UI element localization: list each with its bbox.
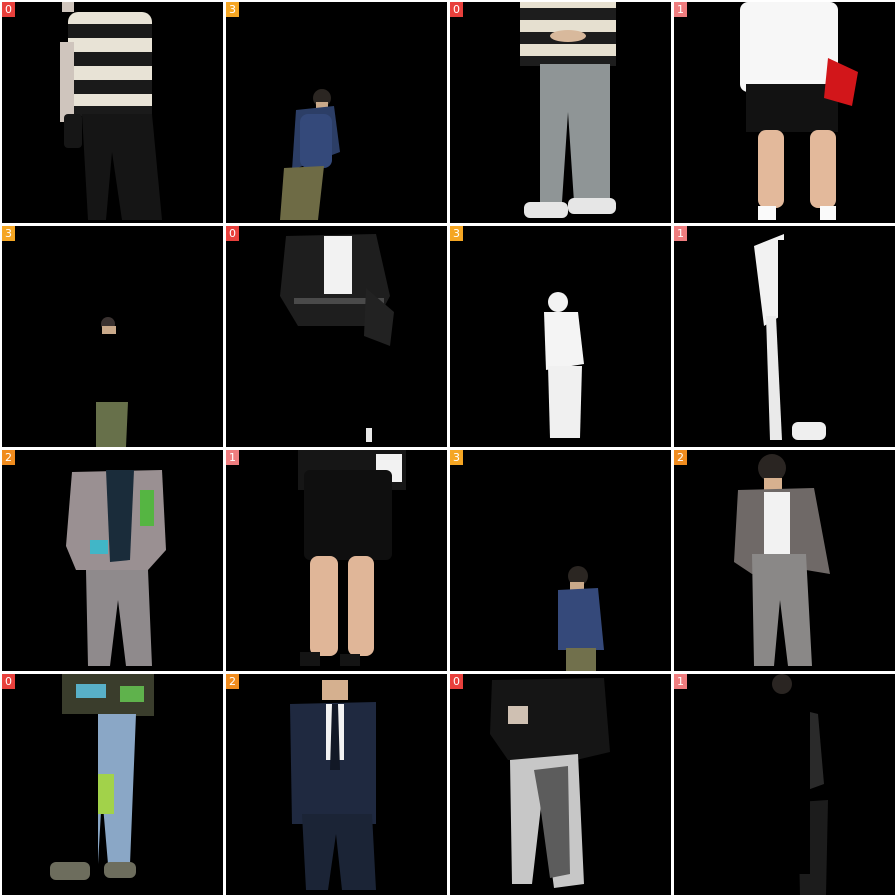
tile-image (96, 317, 128, 447)
grid-tile[interactable]: 3 (450, 450, 671, 671)
grid-tile[interactable]: 0 (450, 2, 671, 223)
tile-label: 2 (674, 450, 687, 465)
tile-label: 2 (2, 450, 15, 465)
grid-tile[interactable]: 1 (226, 450, 447, 671)
tile-image (746, 234, 856, 442)
tile-image (280, 89, 340, 220)
tile-image (544, 292, 584, 438)
grid-tile[interactable]: 0 (450, 674, 671, 895)
grid-tile[interactable]: 3 (226, 2, 447, 223)
tile-label: 0 (226, 226, 239, 241)
grid-tile[interactable]: 0 (226, 226, 447, 447)
tile-image (490, 678, 610, 888)
grid-tile[interactable]: 0 (2, 674, 223, 895)
tile-label: 1 (674, 2, 687, 17)
tile-label: 1 (226, 450, 239, 465)
tile-label: 0 (2, 674, 15, 689)
tile-label: 0 (450, 674, 463, 689)
tile-label: 1 (674, 226, 687, 241)
tile-image (60, 2, 162, 220)
tile-image (558, 566, 604, 671)
grid-tile[interactable]: 0 (2, 2, 223, 223)
tile-label: 0 (450, 2, 463, 17)
tile-label: 3 (2, 226, 15, 241)
grid-tile[interactable]: 2 (2, 450, 223, 671)
tile-image (66, 470, 166, 666)
tile-label: 1 (674, 674, 687, 689)
tile-label: 3 (226, 2, 239, 17)
grid-tile[interactable]: 3 (450, 226, 671, 447)
tile-image (290, 680, 376, 890)
tile-image (280, 234, 394, 442)
tile-label: 3 (450, 226, 463, 241)
tile-image (520, 2, 616, 218)
grid-tile[interactable]: 1 (674, 674, 895, 895)
tile-image (734, 454, 830, 666)
grid-tile[interactable]: 2 (674, 450, 895, 671)
tile-image (744, 674, 828, 895)
tile-label: 3 (450, 450, 463, 465)
tile-image (50, 674, 154, 880)
grid-tile[interactable]: 2 (226, 674, 447, 895)
tile-label: 2 (226, 674, 239, 689)
grid-tile[interactable]: 1 (674, 226, 895, 447)
tile-image (740, 2, 858, 220)
tile-label: 0 (2, 2, 15, 17)
tile-image (298, 450, 406, 666)
grid-tile[interactable]: 1 (674, 2, 895, 223)
grid-tile[interactable]: 3 (2, 226, 223, 447)
